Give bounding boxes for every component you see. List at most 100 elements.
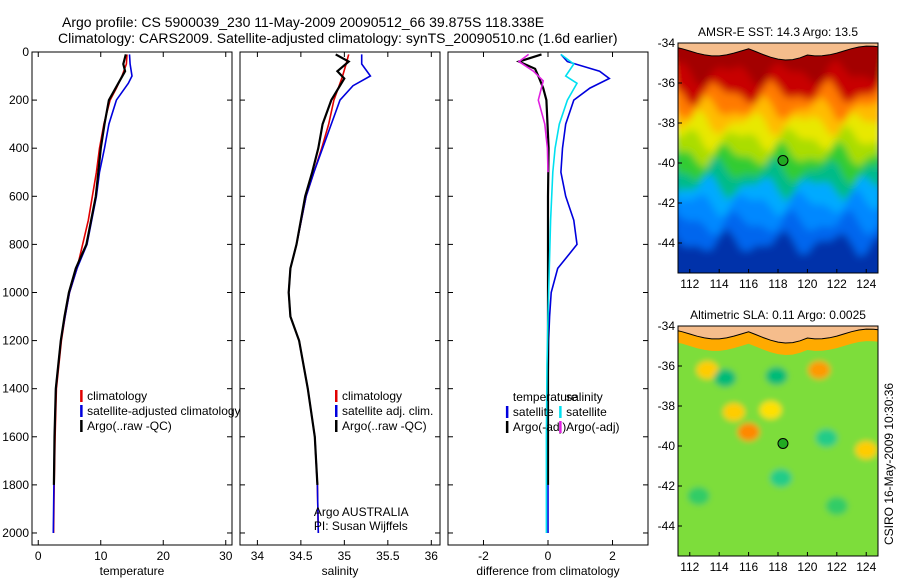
x-tick-label: 124 bbox=[856, 277, 876, 291]
x-tick-label: 0 bbox=[545, 549, 552, 563]
sst-map-panel: 112 114 116 118 120 122 124 -34 -36 -38 -40 -42 -44 A… bbox=[658, 25, 879, 291]
legend-swatch bbox=[80, 405, 83, 417]
legend-swatch bbox=[335, 390, 338, 402]
y-tick-label: -44 bbox=[658, 236, 676, 250]
salinity-panel: 34 34.5 35 35.5 36 salinity climatologysatelli… bbox=[239, 51, 441, 578]
y-tick-label: 0 bbox=[22, 45, 29, 59]
sla-field bbox=[678, 326, 878, 556]
y-tick-label: -36 bbox=[658, 76, 676, 90]
series-argo-raw-qc bbox=[52, 54, 127, 485]
legend-label: climatology bbox=[87, 389, 147, 403]
legend-swatch bbox=[80, 420, 83, 432]
argo-position-marker bbox=[777, 155, 789, 166]
x-axis-label: difference from climatology bbox=[476, 564, 619, 578]
x-axis-label: salinity bbox=[322, 564, 359, 578]
plot-frame bbox=[31, 51, 233, 546]
x-tick-label: 122 bbox=[827, 277, 847, 291]
legend-label: Argo(..raw -QC) bbox=[342, 419, 427, 433]
x-tick-label: 2 bbox=[609, 549, 616, 563]
x-tick-label: 34 bbox=[251, 549, 265, 563]
x-tick-label: 10 bbox=[94, 549, 108, 563]
y-tick-label: -40 bbox=[658, 156, 676, 170]
y-tick-label: -36 bbox=[658, 359, 676, 373]
legend-swatch bbox=[505, 421, 509, 433]
sla-anomaly bbox=[825, 497, 848, 515]
map-title: AMSR-E SST: 14.3 Argo: 13.5 bbox=[698, 25, 858, 39]
temperature-panel: 0 10 20 30 temperature 0 200 400 600 800 1000 1200 1… bbox=[2, 45, 240, 578]
x-axis-label: temperature bbox=[100, 564, 165, 578]
plot-frame bbox=[239, 51, 441, 546]
legend-label: Argo(..raw -QC) bbox=[87, 419, 172, 433]
y-tick-label: 400 bbox=[9, 141, 29, 155]
annotation-text: PI: Susan Wijffels bbox=[314, 519, 408, 533]
y-tick-label: -42 bbox=[658, 196, 676, 210]
x-tick-label: 35.5 bbox=[376, 549, 400, 563]
legend-label: satellite bbox=[513, 405, 554, 419]
y-tick-label: 2000 bbox=[2, 526, 29, 540]
x-tick-label: 112 bbox=[680, 560, 699, 574]
y-tick-label: -34 bbox=[658, 319, 676, 333]
legend-swatch bbox=[335, 405, 338, 417]
y-tick-label: -44 bbox=[658, 519, 676, 533]
x-tick-label: 120 bbox=[797, 560, 817, 574]
series-salinity-argo-adj bbox=[517, 53, 549, 173]
x-tick-label: 30 bbox=[219, 549, 233, 563]
x-tick-label: 114 bbox=[710, 560, 729, 574]
x-tick-label: 20 bbox=[157, 549, 171, 563]
y-tick-label: 1000 bbox=[2, 285, 29, 299]
map-field bbox=[678, 326, 878, 556]
legend-heading: temperature bbox=[513, 390, 578, 404]
sla-anomaly bbox=[769, 469, 792, 487]
sla-anomaly bbox=[765, 367, 788, 385]
x-tick-label: 114 bbox=[710, 277, 729, 291]
series-group bbox=[287, 53, 372, 534]
x-tick-label: 0 bbox=[35, 549, 42, 563]
y-tick-label: -34 bbox=[658, 36, 676, 50]
sla-anomaly bbox=[696, 361, 719, 379]
x-tick-label: -2 bbox=[478, 549, 489, 563]
series-argo-raw-qc bbox=[287, 53, 351, 485]
side-label: CSIRO 16-May-2009 10:30:36 bbox=[882, 383, 896, 545]
sla-map-panel: 112 114 116 118 120 122 124 -34 -36 -38 -40 -42 -44 A… bbox=[658, 308, 879, 574]
sla-anomaly bbox=[808, 361, 831, 379]
y-tick-label: -42 bbox=[658, 479, 676, 493]
x-tick-label: 116 bbox=[739, 277, 758, 291]
x-tick-label: 118 bbox=[768, 560, 787, 574]
legend-swatch bbox=[80, 390, 83, 402]
x-tick-label: 120 bbox=[797, 277, 817, 291]
sla-anomaly bbox=[759, 401, 782, 419]
legend-swatch bbox=[559, 406, 562, 418]
sla-anomaly bbox=[722, 403, 745, 421]
legend-label: satellite-adjusted climatology bbox=[87, 404, 240, 418]
series-salinity-satellite bbox=[545, 53, 579, 533]
sla-anomaly bbox=[815, 429, 838, 447]
sla-anomaly bbox=[737, 423, 760, 441]
y-tick-label: 1600 bbox=[2, 430, 29, 444]
y-tick-label: 800 bbox=[9, 237, 29, 251]
series-group bbox=[52, 54, 133, 534]
map-field bbox=[678, 43, 878, 273]
y-tick-label: 600 bbox=[9, 189, 29, 203]
y-tick-label: 200 bbox=[9, 93, 29, 107]
x-tick-label: 124 bbox=[856, 560, 876, 574]
y-tick-label: 1200 bbox=[2, 334, 29, 348]
x-tick-label: 122 bbox=[827, 560, 847, 574]
legend-swatch bbox=[559, 421, 562, 433]
x-tick-label: 118 bbox=[768, 277, 787, 291]
legend-label: satellite bbox=[566, 405, 607, 419]
legend-swatch bbox=[335, 420, 338, 432]
legend-label: climatology bbox=[342, 389, 402, 403]
legend-heading: salinity bbox=[566, 390, 603, 404]
argo-position-marker bbox=[777, 438, 789, 449]
x-tick-label: 36 bbox=[425, 549, 439, 563]
y-tick-label: -38 bbox=[658, 116, 676, 130]
y-tick-label: 1800 bbox=[2, 478, 29, 492]
annotation-text: Argo AUSTRALIA bbox=[314, 505, 409, 519]
figure-title-line2: Climatology: CARS2009. Satellite-adjuste… bbox=[58, 30, 618, 46]
y-tick-label: 1400 bbox=[2, 382, 29, 396]
x-tick-label: 35 bbox=[338, 549, 352, 563]
x-tick-label: 34.5 bbox=[289, 549, 313, 563]
legend-label: Argo(-adj) bbox=[566, 420, 619, 434]
legend-swatch bbox=[505, 406, 509, 418]
